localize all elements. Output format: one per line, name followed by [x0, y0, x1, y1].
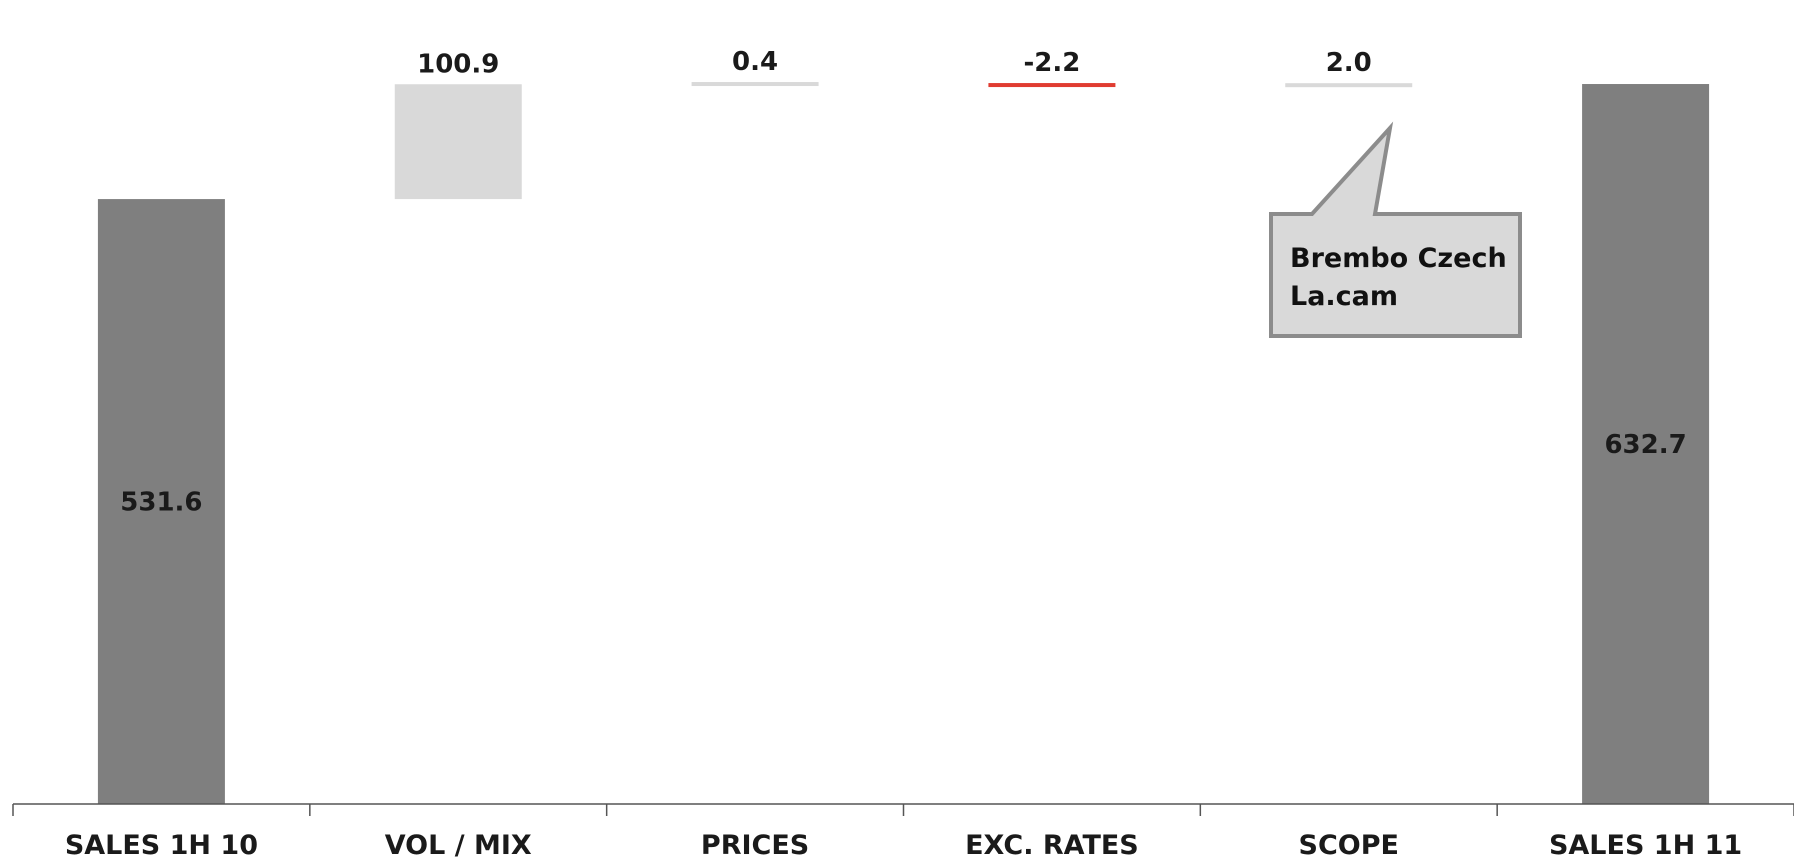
callout-line-2: La.cam — [1290, 281, 1398, 312]
category-label-scope: SCOPE — [1299, 830, 1399, 860]
x-axis — [12, 803, 1794, 816]
bar-prices — [691, 82, 819, 87]
value-label-exc-rates: -2.2 — [1023, 48, 1080, 78]
bar-group — [97, 82, 1710, 805]
bar-vol-mix — [394, 84, 522, 200]
value-label-sales-1h-10: 531.6 — [120, 488, 202, 518]
category-label-sales-1h-11: SALES 1H 11 — [1549, 830, 1742, 860]
value-label-prices: 0.4 — [732, 47, 778, 77]
value-label-group: 531.6 100.9 0.4 -2.2 2.0 632.7 — [120, 47, 1686, 518]
category-label-vol-mix: VOL / MIX — [385, 830, 532, 860]
value-label-sales-1h-11: 632.7 — [1604, 430, 1686, 460]
scope-callout: Brembo Czech La.cam — [1269, 121, 1522, 338]
bar-sales-1h-11 — [1582, 84, 1710, 805]
bar-sales-1h-10 — [97, 199, 225, 804]
bar-exc-rates — [988, 83, 1116, 88]
value-label-scope: 2.0 — [1326, 48, 1372, 78]
category-label-exc-rates: EXC. RATES — [965, 830, 1139, 860]
callout-line-1: Brembo Czech — [1290, 243, 1507, 274]
category-label-group: SALES 1H 10 VOL / MIX PRICES EXC. RATES SCOP… — [65, 830, 1742, 860]
bar-scope — [1285, 83, 1413, 88]
value-label-vol-mix: 100.9 — [417, 49, 499, 79]
category-label-prices: PRICES — [701, 830, 809, 860]
callout-bubble — [1269, 121, 1522, 338]
category-label-sales-1h-10: SALES 1H 10 — [65, 830, 258, 860]
